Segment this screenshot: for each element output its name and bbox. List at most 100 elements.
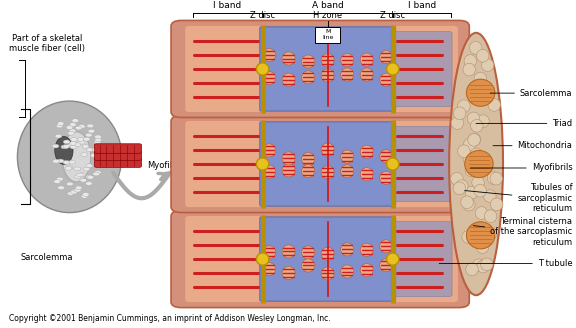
Circle shape — [77, 137, 84, 141]
Circle shape — [74, 167, 81, 171]
Circle shape — [94, 140, 101, 144]
Text: A band: A band — [312, 1, 343, 10]
Circle shape — [67, 192, 74, 195]
Circle shape — [70, 141, 77, 145]
Ellipse shape — [340, 53, 354, 67]
Ellipse shape — [302, 55, 314, 68]
Circle shape — [94, 135, 101, 139]
Circle shape — [87, 124, 94, 128]
Ellipse shape — [480, 258, 493, 271]
Text: M
line: M line — [322, 30, 334, 40]
Circle shape — [70, 145, 77, 149]
FancyBboxPatch shape — [185, 121, 262, 207]
Ellipse shape — [462, 231, 475, 243]
Ellipse shape — [463, 153, 476, 166]
Text: Sarcolemma: Sarcolemma — [21, 253, 73, 262]
Ellipse shape — [321, 247, 334, 260]
Ellipse shape — [302, 259, 314, 272]
Ellipse shape — [467, 222, 495, 249]
Ellipse shape — [451, 117, 464, 130]
Ellipse shape — [466, 263, 478, 276]
Ellipse shape — [263, 246, 276, 259]
Ellipse shape — [386, 158, 399, 170]
Circle shape — [88, 129, 95, 133]
Circle shape — [86, 182, 92, 185]
Ellipse shape — [464, 138, 476, 151]
Circle shape — [96, 146, 103, 150]
Text: Mitochondria: Mitochondria — [493, 141, 573, 150]
Ellipse shape — [282, 164, 295, 177]
Circle shape — [94, 171, 101, 174]
Circle shape — [75, 126, 82, 130]
FancyBboxPatch shape — [171, 20, 469, 117]
Ellipse shape — [263, 262, 276, 276]
Ellipse shape — [478, 229, 490, 242]
Ellipse shape — [465, 164, 478, 177]
Circle shape — [81, 195, 88, 198]
Circle shape — [56, 177, 63, 181]
FancyBboxPatch shape — [315, 27, 340, 43]
Circle shape — [77, 173, 84, 177]
Text: Sarcolemma: Sarcolemma — [490, 89, 573, 98]
Ellipse shape — [282, 245, 295, 258]
Circle shape — [72, 119, 79, 123]
Ellipse shape — [380, 73, 393, 86]
Circle shape — [70, 123, 76, 127]
Ellipse shape — [282, 52, 295, 65]
Ellipse shape — [380, 240, 393, 253]
FancyBboxPatch shape — [94, 158, 142, 167]
Circle shape — [82, 193, 89, 196]
Ellipse shape — [340, 243, 354, 256]
Circle shape — [86, 148, 93, 152]
Text: Myofibril: Myofibril — [147, 161, 184, 170]
FancyBboxPatch shape — [391, 222, 452, 297]
Ellipse shape — [55, 136, 73, 164]
Circle shape — [95, 138, 101, 141]
Ellipse shape — [469, 41, 482, 54]
Ellipse shape — [465, 186, 478, 199]
Circle shape — [94, 162, 101, 166]
Ellipse shape — [360, 145, 373, 158]
Circle shape — [81, 153, 88, 156]
Circle shape — [63, 145, 70, 148]
Ellipse shape — [463, 198, 475, 211]
Ellipse shape — [360, 68, 373, 81]
Circle shape — [66, 166, 73, 170]
Ellipse shape — [321, 166, 334, 179]
Circle shape — [75, 186, 82, 190]
Circle shape — [70, 190, 77, 194]
Circle shape — [58, 186, 65, 190]
Ellipse shape — [472, 176, 484, 189]
Circle shape — [68, 143, 74, 147]
Circle shape — [86, 164, 93, 168]
Circle shape — [90, 154, 97, 157]
Ellipse shape — [449, 33, 503, 295]
Ellipse shape — [490, 198, 503, 211]
Circle shape — [92, 148, 99, 152]
Ellipse shape — [321, 267, 334, 280]
Text: Terminal cisterna
of the sarcoplasmic
reticulum: Terminal cisterna of the sarcoplasmic re… — [473, 217, 573, 247]
Ellipse shape — [477, 260, 489, 273]
Circle shape — [54, 180, 60, 183]
Circle shape — [66, 182, 73, 186]
Text: Copyright ©2001 Benjamin Cummings, an imprint of Addison Wesley Longman, Inc.: Copyright ©2001 Benjamin Cummings, an im… — [9, 315, 331, 323]
Circle shape — [74, 143, 81, 147]
Circle shape — [69, 129, 76, 133]
Ellipse shape — [474, 184, 486, 197]
Circle shape — [67, 125, 74, 128]
Circle shape — [57, 122, 64, 126]
Circle shape — [63, 160, 70, 164]
Text: Triad: Triad — [476, 119, 573, 128]
Ellipse shape — [476, 49, 489, 62]
Text: I band: I band — [214, 1, 242, 10]
Circle shape — [57, 159, 64, 163]
FancyBboxPatch shape — [391, 26, 458, 112]
Text: I band: I band — [408, 1, 436, 10]
FancyBboxPatch shape — [391, 127, 452, 201]
Text: Myofibrils: Myofibrils — [471, 163, 573, 173]
Ellipse shape — [321, 69, 334, 82]
Text: H zone: H zone — [313, 10, 342, 20]
FancyBboxPatch shape — [171, 115, 469, 213]
Ellipse shape — [473, 161, 485, 174]
Ellipse shape — [468, 133, 480, 146]
